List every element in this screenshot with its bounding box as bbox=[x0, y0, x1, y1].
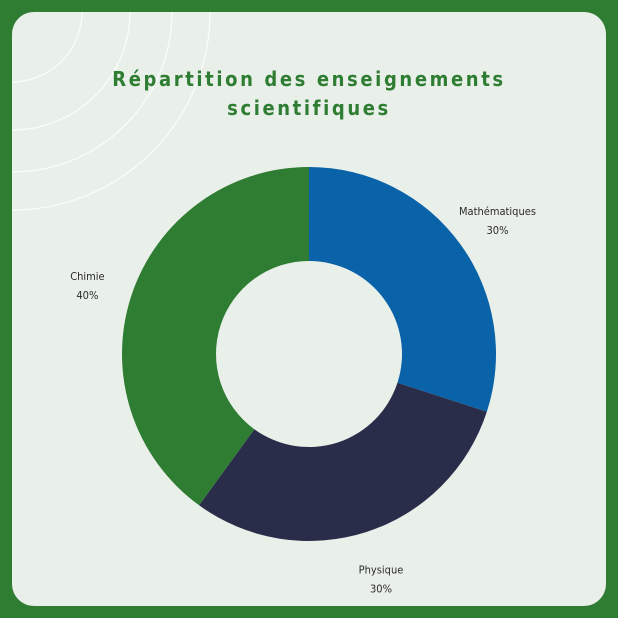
slice-physique bbox=[199, 382, 487, 541]
chart-title: Répartition des enseignements scientifiq… bbox=[12, 65, 606, 123]
slice-label-physique: Physique bbox=[359, 564, 404, 577]
chart-title-line-1: Répartition des enseignements bbox=[112, 67, 506, 91]
donut-chart: Mathématiques 30% Physique 30% Chimie 40% bbox=[70, 167, 536, 596]
slice-value-mathematiques: 30% bbox=[487, 224, 509, 237]
slice-label-mathematiques: Mathématiques bbox=[459, 205, 536, 218]
chart-card: Répartition des enseignements scientifiq… bbox=[12, 12, 606, 606]
chart-title-line-2: scientifiques bbox=[227, 96, 391, 120]
slice-chimie bbox=[122, 167, 309, 506]
slice-label-chimie: Chimie bbox=[70, 270, 104, 283]
slice-value-chimie: 40% bbox=[76, 289, 98, 302]
slice-value-physique: 30% bbox=[370, 583, 392, 596]
slice-mathematiques bbox=[309, 167, 496, 412]
